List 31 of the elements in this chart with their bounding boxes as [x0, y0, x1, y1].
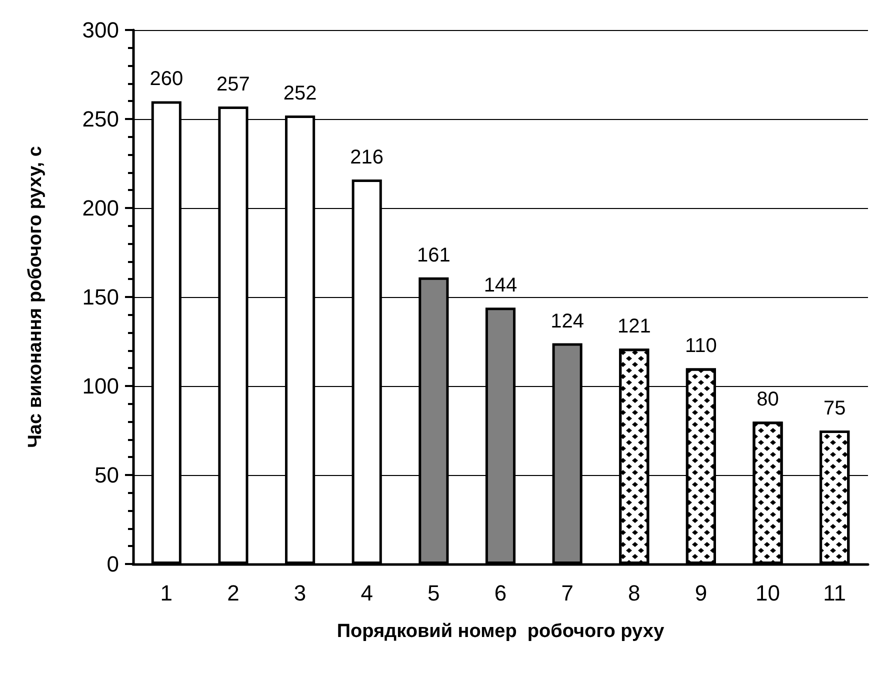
data-label: 124 [550, 310, 584, 332]
y-tick-label: 0 [106, 552, 119, 576]
data-label: 161 [416, 244, 450, 266]
y-tick-label: 250 [82, 106, 119, 132]
data-label: 75 [823, 398, 846, 420]
data-label: 257 [216, 74, 250, 96]
x-tick-label: 1 [160, 580, 173, 606]
x-tick-label: 2 [227, 580, 240, 606]
data-label: 144 [484, 274, 518, 297]
data-label: 216 [350, 146, 384, 169]
y-axis-title: Час виконання робочого руху, с [25, 146, 46, 448]
data-label: 252 [283, 82, 317, 104]
y-tick-label: 50 [94, 462, 119, 488]
x-tick-label: 6 [494, 580, 507, 606]
x-tick-label: 7 [561, 580, 574, 606]
y-tick-label: 150 [82, 284, 119, 310]
x-tick-label: 4 [360, 580, 373, 606]
x-tick-label: 10 [756, 580, 780, 606]
data-label: 260 [150, 68, 184, 90]
x-tick-label: 3 [294, 580, 306, 606]
x-tick-label: 5 [428, 580, 440, 606]
x-tick-label: 9 [694, 580, 708, 606]
y-tick-label: 100 [82, 374, 119, 398]
x-axis-title: Порядковий номер робочого руху [336, 621, 665, 642]
data-label: 121 [617, 316, 651, 338]
y-tick-label: 300 [82, 18, 119, 42]
data-label: 80 [756, 388, 779, 411]
data-label: 110 [685, 335, 717, 358]
y-tick-label: 200 [82, 196, 119, 220]
x-tick-label: 8 [628, 580, 640, 606]
x-tick-label: 11 [823, 580, 846, 606]
